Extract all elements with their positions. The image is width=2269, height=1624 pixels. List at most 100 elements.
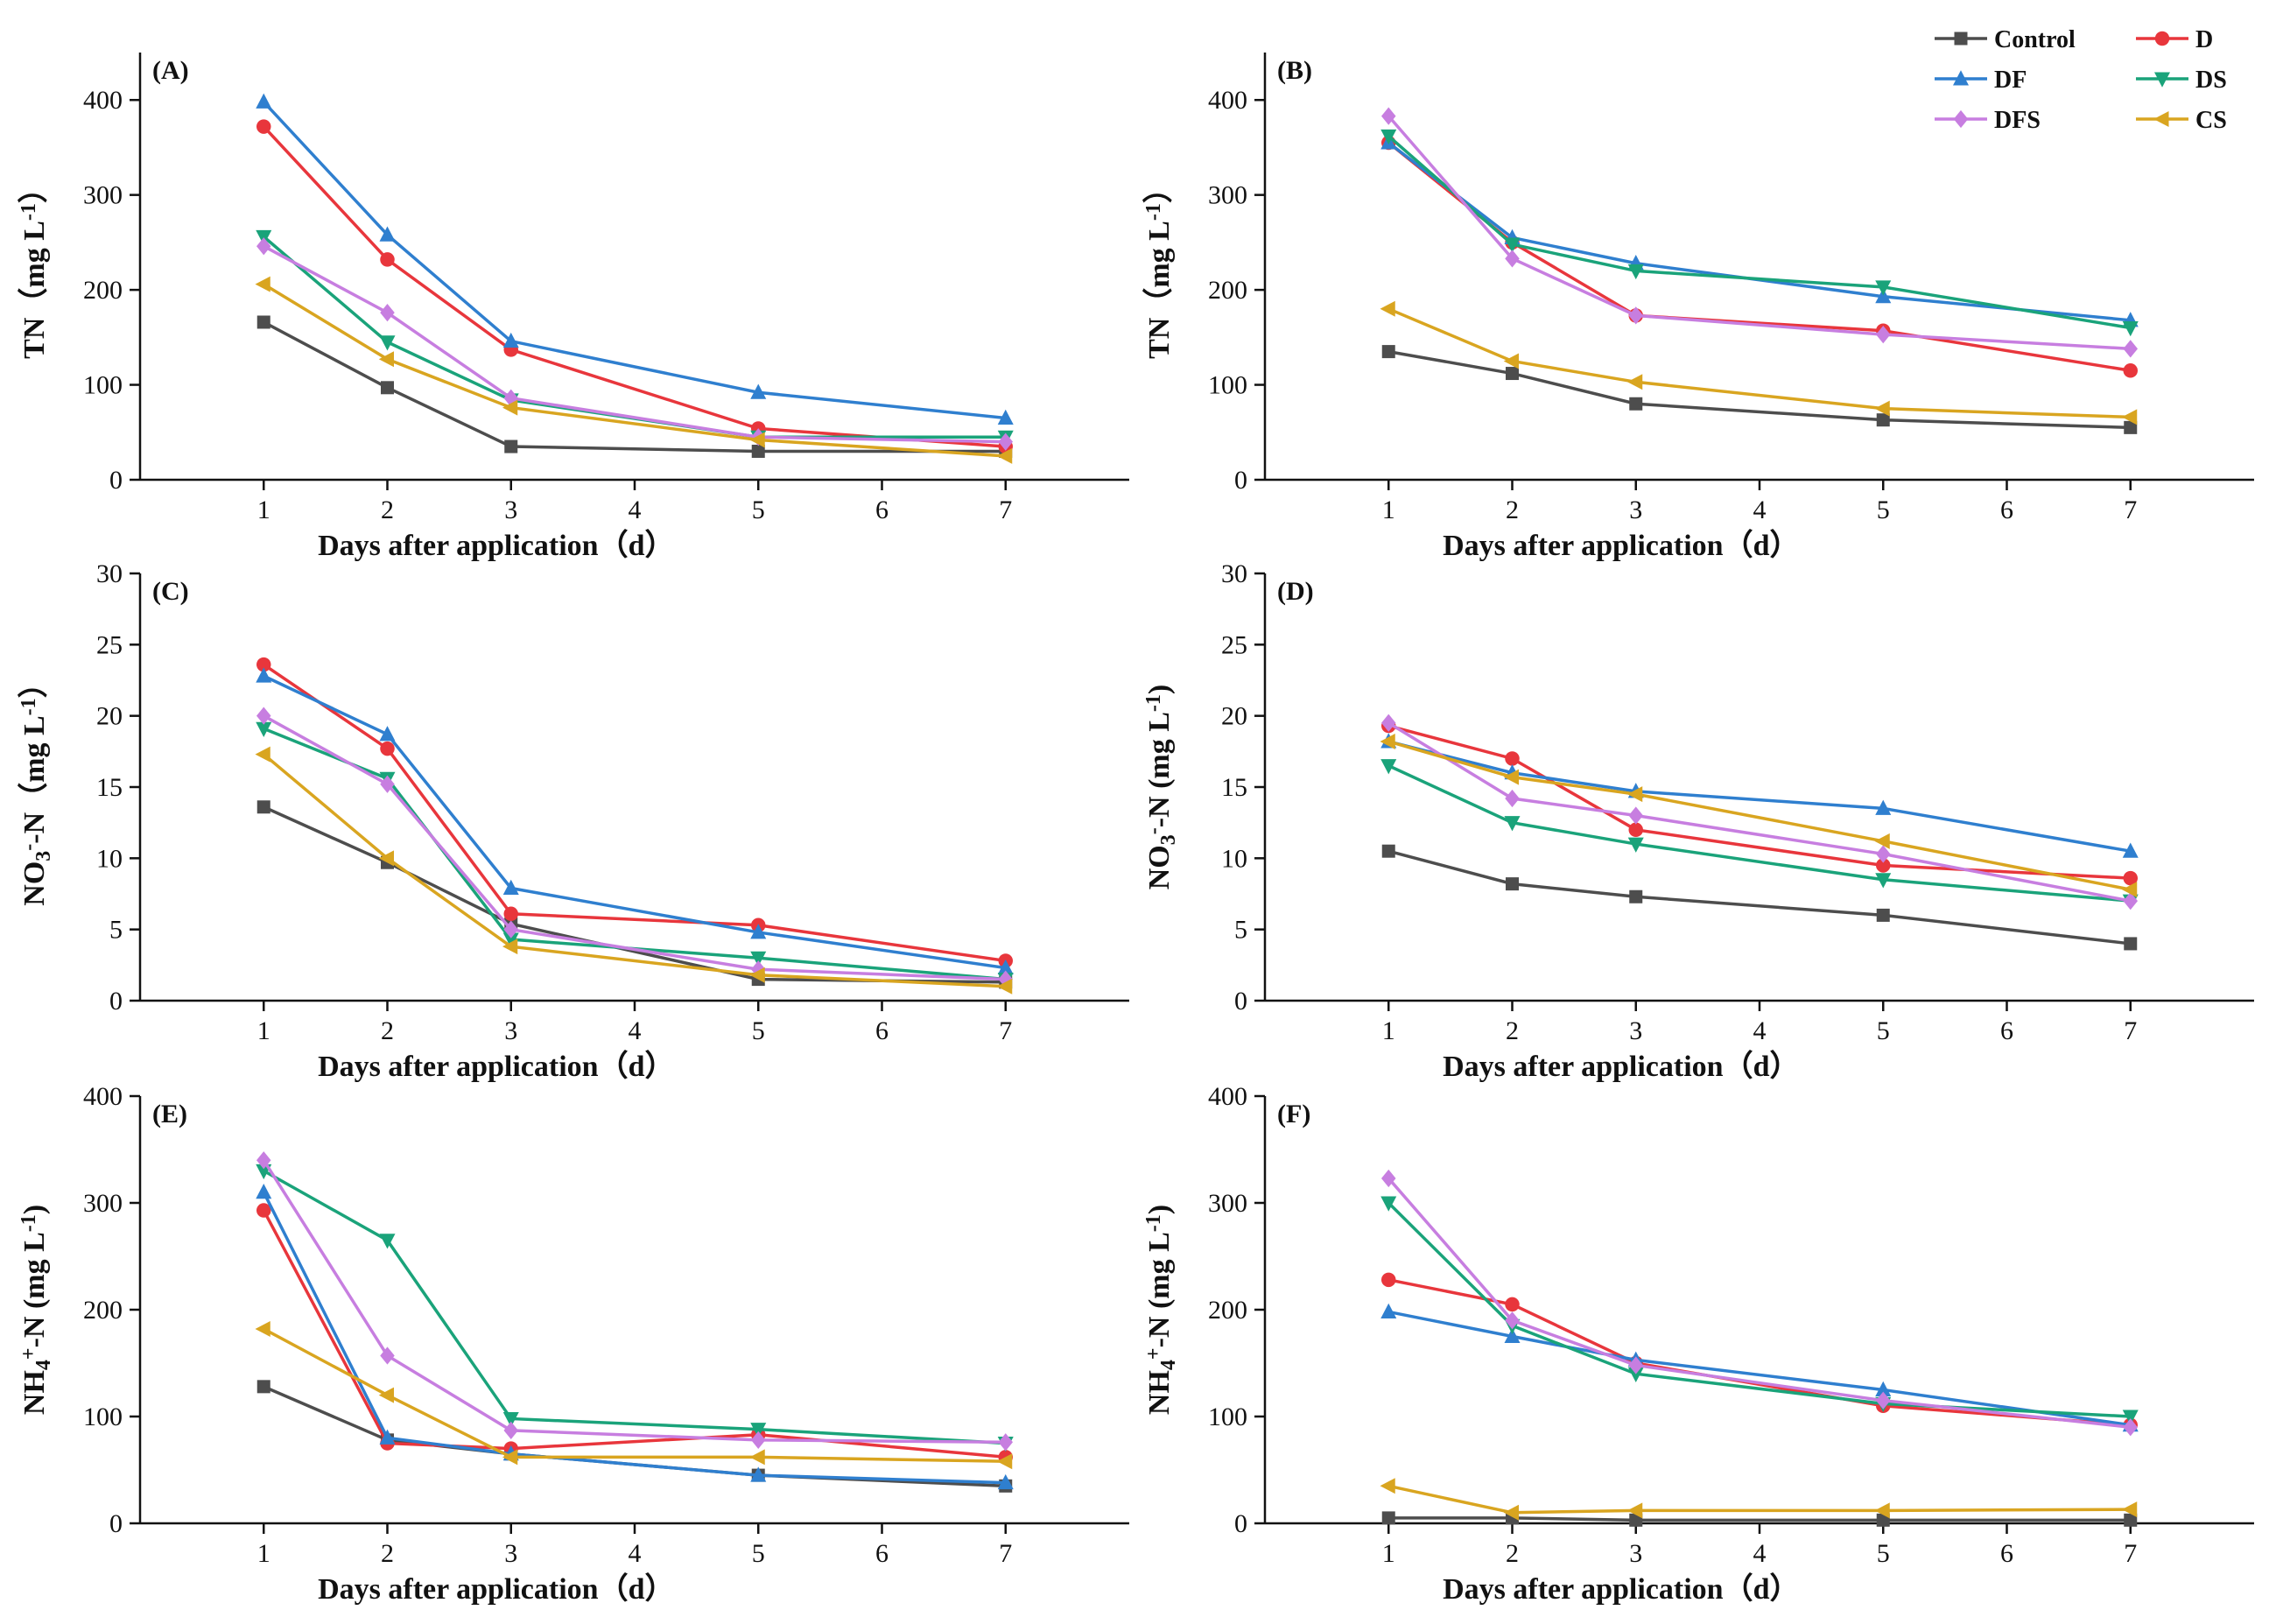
data-point [1505, 250, 1520, 268]
legend-marker [1953, 109, 1969, 129]
y-tick-label: 300 [1208, 1189, 1247, 1218]
y-axis-title: NH4+-N (mg L-1) [1142, 1205, 1180, 1415]
legend-item-df: DF [1935, 67, 2027, 94]
x-axis-title: Days after application（d） [318, 1571, 674, 1606]
data-point [1875, 280, 1892, 296]
data-point [256, 1380, 270, 1394]
data-point [750, 924, 767, 939]
y-tick-label: 15 [1221, 773, 1247, 802]
data-point [1506, 367, 1519, 381]
y-axis-title: NH4+-N (mg L-1) [18, 1205, 55, 1415]
y-tick-label: 300 [1208, 181, 1247, 210]
data-point [380, 775, 395, 793]
y-axis-title: TN（mg L-1） [17, 173, 51, 359]
x-tick-label: 1 [1382, 496, 1395, 524]
y-tick-label: 100 [1208, 1403, 1247, 1431]
data-point [2123, 1418, 2138, 1437]
x-tick-label: 4 [1753, 496, 1767, 524]
series-ds [1380, 1196, 2139, 1425]
data-point [1876, 908, 1890, 922]
x-tick-label: 6 [2000, 1539, 2013, 1568]
legend-item-d: D [2136, 26, 2213, 53]
data-point [1627, 837, 1644, 853]
series-line [1387, 1278, 2131, 1427]
data-point [2122, 1501, 2138, 1518]
y-tick-label: 200 [83, 1296, 123, 1325]
series-d [256, 657, 1013, 968]
y-tick-label: 5 [1234, 916, 1247, 945]
data-point [1505, 751, 1520, 766]
y-tick-label: 400 [1208, 86, 1247, 115]
y-tick-label: 25 [1221, 630, 1247, 659]
legend-label: CS [2195, 107, 2227, 134]
data-point [256, 119, 271, 134]
data-point [1628, 1356, 1643, 1374]
data-point [1628, 306, 1643, 325]
data-point [1627, 374, 1643, 390]
panel-label: (B) [1277, 56, 1312, 85]
y-tick-label: 0 [109, 987, 123, 1016]
series-line [1387, 849, 2131, 946]
y-tick-label: 0 [1234, 466, 1247, 495]
x-tick-label: 1 [257, 496, 270, 524]
data-point [256, 1151, 271, 1170]
panel-a: 0 100 200 300 400 1 2 3 4 5 6 7 Days after applicati… [17, 53, 1129, 562]
data-point [256, 721, 272, 738]
x-tick-label: 5 [752, 496, 765, 524]
data-point [1505, 789, 1520, 808]
y-tick-label: 400 [83, 1082, 123, 1111]
data-point [378, 1387, 394, 1403]
data-point [256, 800, 270, 814]
data-point [256, 1203, 271, 1218]
data-point [1380, 1478, 1395, 1494]
data-point [750, 951, 767, 967]
data-point [1875, 1381, 1892, 1396]
data-point [1876, 413, 1890, 427]
data-point [1876, 845, 1891, 863]
data-point [378, 351, 394, 368]
panel-f: 0 100 200 300 400 1 2 3 4 5 6 7 Days after applicati… [1142, 1082, 2254, 1606]
y-tick-label: 20 [96, 702, 123, 731]
panel-e: 0 100 200 300 400 1 2 3 4 5 6 7 Days after applicati… [18, 1082, 1129, 1606]
data-point [378, 850, 394, 867]
data-point [2122, 409, 2138, 425]
data-point [1381, 107, 1396, 125]
x-axis-title: Days after application（d） [1443, 1049, 1799, 1083]
x-tick-label: 1 [1382, 1539, 1395, 1568]
data-point [1380, 733, 1395, 749]
x-tick-label: 4 [1753, 1539, 1767, 1568]
legend-label: D [2195, 26, 2213, 53]
data-point [2122, 882, 2138, 898]
data-point [1380, 300, 1395, 317]
x-tick-label: 5 [1877, 496, 1890, 524]
x-tick-label: 3 [504, 1539, 517, 1568]
data-point [1380, 129, 1397, 145]
data-point [1506, 877, 1519, 891]
data-point [2123, 870, 2138, 886]
data-point [1380, 759, 1397, 775]
y-tick-label: 200 [1208, 276, 1247, 305]
data-point [1875, 799, 1892, 815]
y-tick-label: 30 [96, 559, 123, 588]
series-control [1381, 844, 2138, 951]
panel-label: (D) [1277, 577, 1314, 606]
x-axis-title: Days after application（d） [318, 528, 674, 562]
data-point [2124, 937, 2138, 951]
series-df [256, 93, 1014, 425]
x-tick-label: 6 [2000, 496, 2013, 524]
data-point [1505, 1311, 1520, 1330]
data-point [2124, 420, 2138, 434]
x-tick-label: 4 [629, 1016, 642, 1045]
data-point [255, 276, 270, 292]
data-point [1627, 1367, 1644, 1382]
series-line [1387, 1484, 2131, 1515]
data-point [1627, 786, 1643, 803]
x-tick-label: 3 [1629, 496, 1642, 524]
data-point [1381, 345, 1395, 359]
legend-marker [1954, 32, 1968, 46]
x-tick-label: 7 [999, 496, 1012, 524]
data-point [256, 315, 270, 329]
data-point [1504, 237, 1521, 253]
data-point [1380, 1303, 1397, 1318]
data-point [2123, 892, 2138, 910]
